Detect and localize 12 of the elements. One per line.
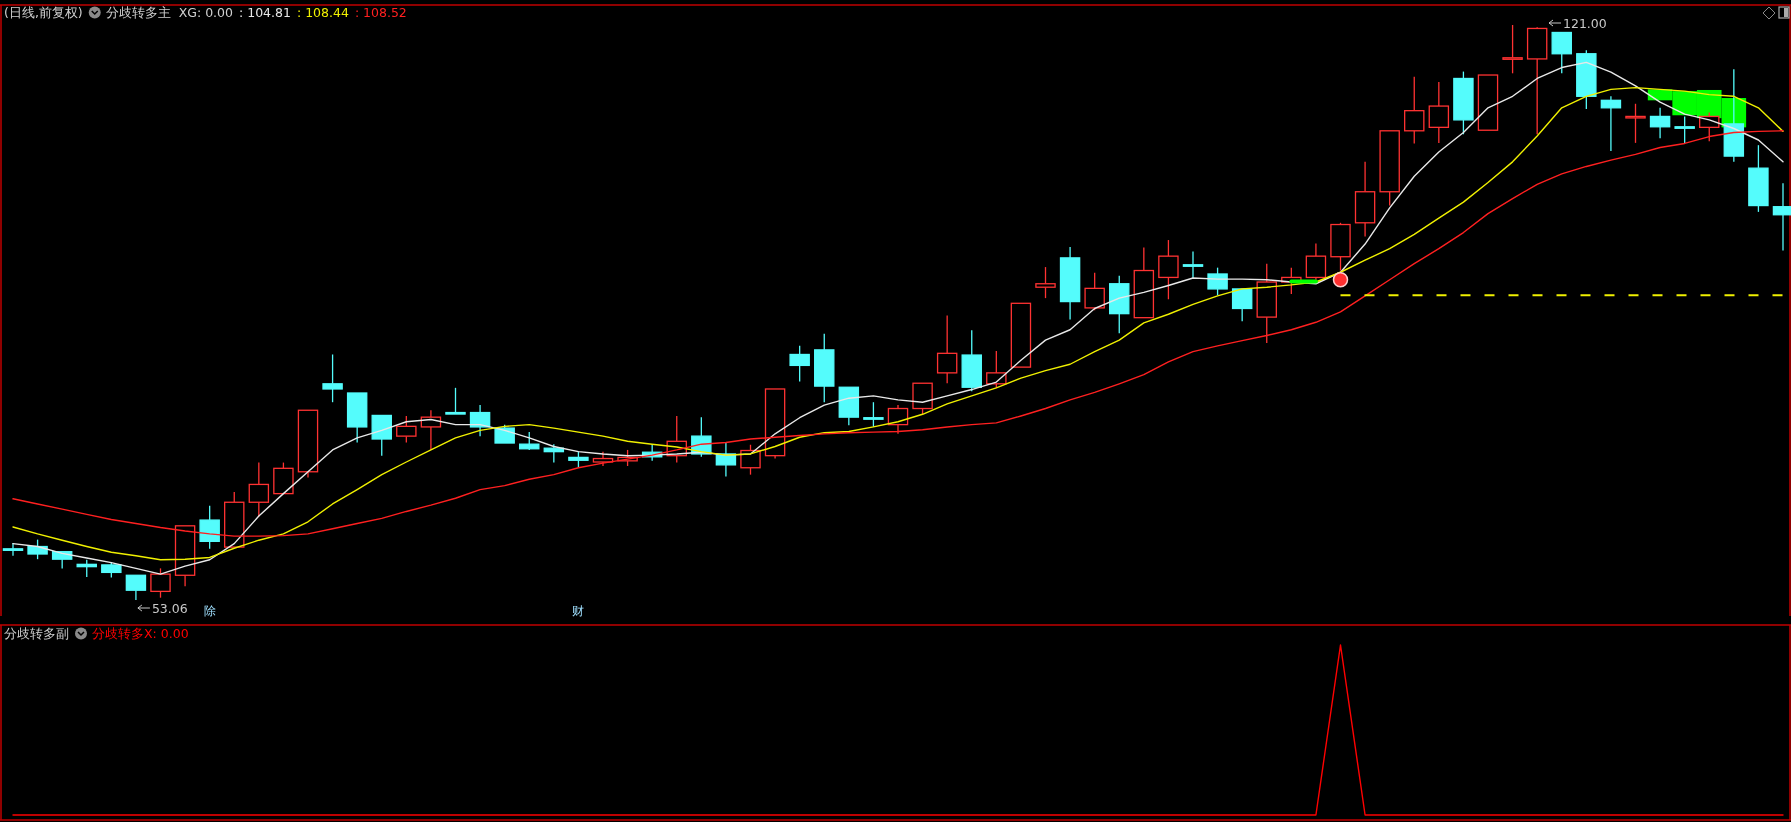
chart-subtitle: 分歧转多主 (105, 5, 171, 20)
chart-title: (日线,前复权) (4, 5, 83, 20)
text: : 104.81 (239, 5, 291, 20)
text: 分歧转多X: 0.00 (92, 626, 189, 641)
text: 53.06 (151, 600, 188, 616)
text: : 108.52 (354, 5, 407, 20)
text: 财 (572, 604, 585, 618)
text: 除 (203, 604, 216, 618)
annotation: 121.00 (1563, 15, 1607, 31)
chart-title: 分歧转多副 (4, 626, 69, 641)
text: XG: 0.00 (178, 5, 234, 20)
text: : 108.44 (296, 5, 349, 20)
